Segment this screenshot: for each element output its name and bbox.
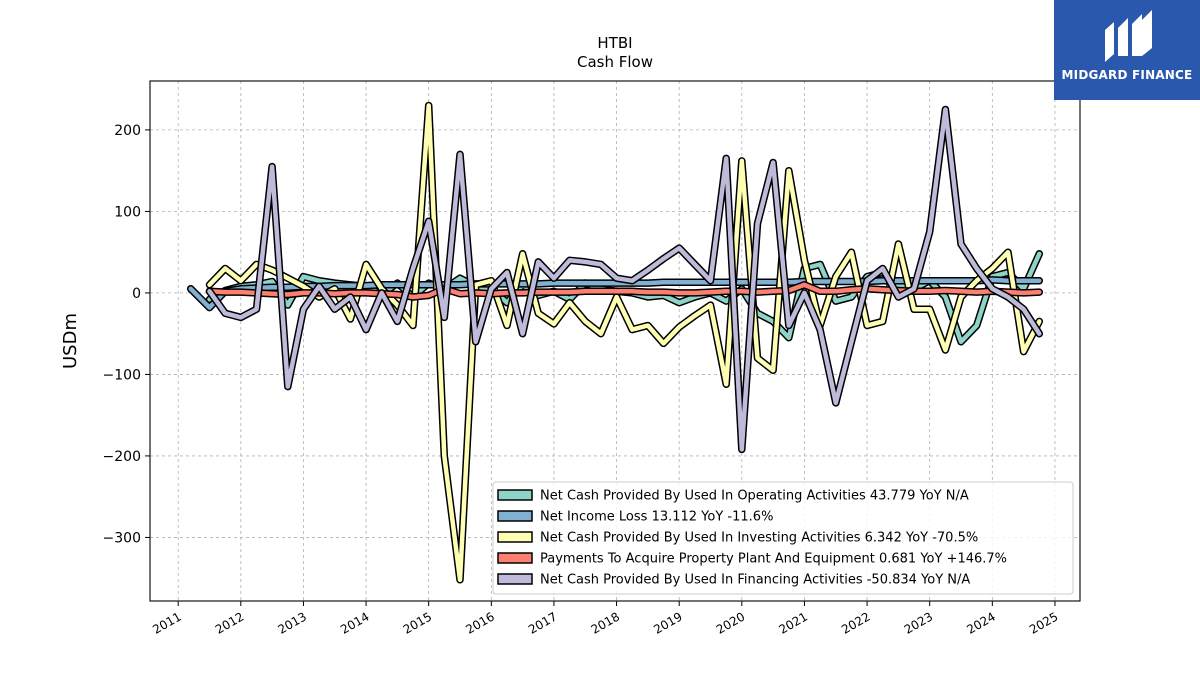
y-tick-label: −300: [103, 530, 141, 546]
x-tick-label: 2024: [964, 609, 997, 636]
legend-box: [492, 481, 1074, 595]
y-axis-label: USDm: [60, 313, 81, 369]
chart-subtitle: Cash Flow: [577, 53, 653, 71]
x-tick-label: 2021: [776, 609, 809, 636]
legend-swatch: [497, 531, 533, 543]
y-tick-label: 100: [114, 204, 141, 220]
x-tick-label: 2016: [463, 609, 496, 636]
series-line: [207, 107, 1042, 452]
x-tick-label: 2022: [839, 609, 872, 636]
x-axis-ticks: 2011 2012 2013 2014 2015 2016 2017 2018 2019 2020…: [150, 601, 1060, 637]
x-tick-label: 2011: [150, 609, 183, 636]
legend-label: Net Cash Provided By Used In Financing A…: [540, 573, 970, 588]
x-tick-label: 2015: [401, 609, 434, 636]
x-tick-label: 2013: [275, 609, 308, 636]
plot-frame: [149, 80, 1081, 602]
brand-name: MIDGARD FINANCE: [1061, 68, 1193, 82]
legend-swatch: [497, 489, 533, 501]
x-tick-label: 2020: [714, 609, 747, 636]
y-axis-ticks: 200 100 0 −100 −200 −300: [103, 123, 150, 546]
legend-swatch: [497, 510, 533, 522]
series-lines: [186, 101, 1044, 584]
y-tick-label: 200: [114, 123, 141, 139]
x-tick-label: 2012: [213, 609, 246, 636]
x-tick-label: 2023: [902, 609, 935, 636]
legend-label: Payments To Acquire Property Plant And E…: [540, 552, 1007, 567]
series-line: [207, 103, 1042, 583]
x-tick-label: 2014: [338, 609, 371, 636]
y-tick-label: 0: [132, 286, 141, 302]
legend-label: Net Cash Provided By Used In Investing A…: [540, 531, 978, 546]
legend: Net Cash Provided By Used In Operating A…: [492, 481, 1074, 595]
logo-mark-icon: [1105, 10, 1152, 62]
x-tick-label: 2025: [1027, 609, 1060, 636]
legend-label: Net Cash Provided By Used In Operating A…: [540, 489, 969, 504]
legend-entries: Net Cash Provided By Used In Operating A…: [497, 489, 1007, 588]
chart-title: HTBI: [597, 34, 632, 52]
series-3: [205, 281, 1044, 301]
x-tick-label: 2019: [651, 609, 684, 636]
series-2: [205, 101, 1044, 584]
x-tick-label: 2017: [526, 609, 559, 636]
legend-label: Net Income Loss 13.112 YoY -11.6%: [540, 510, 773, 525]
legend-swatch: [497, 573, 533, 585]
legend-swatch: [497, 552, 533, 564]
x-tick-label: 2018: [589, 609, 622, 636]
y-tick-label: −100: [103, 367, 141, 383]
series-4: [205, 105, 1044, 454]
y-tick-label: −200: [103, 449, 141, 465]
midgard-finance-logo: MIDGARD FINANCE: [1054, 0, 1200, 100]
series-line: [207, 282, 1042, 300]
